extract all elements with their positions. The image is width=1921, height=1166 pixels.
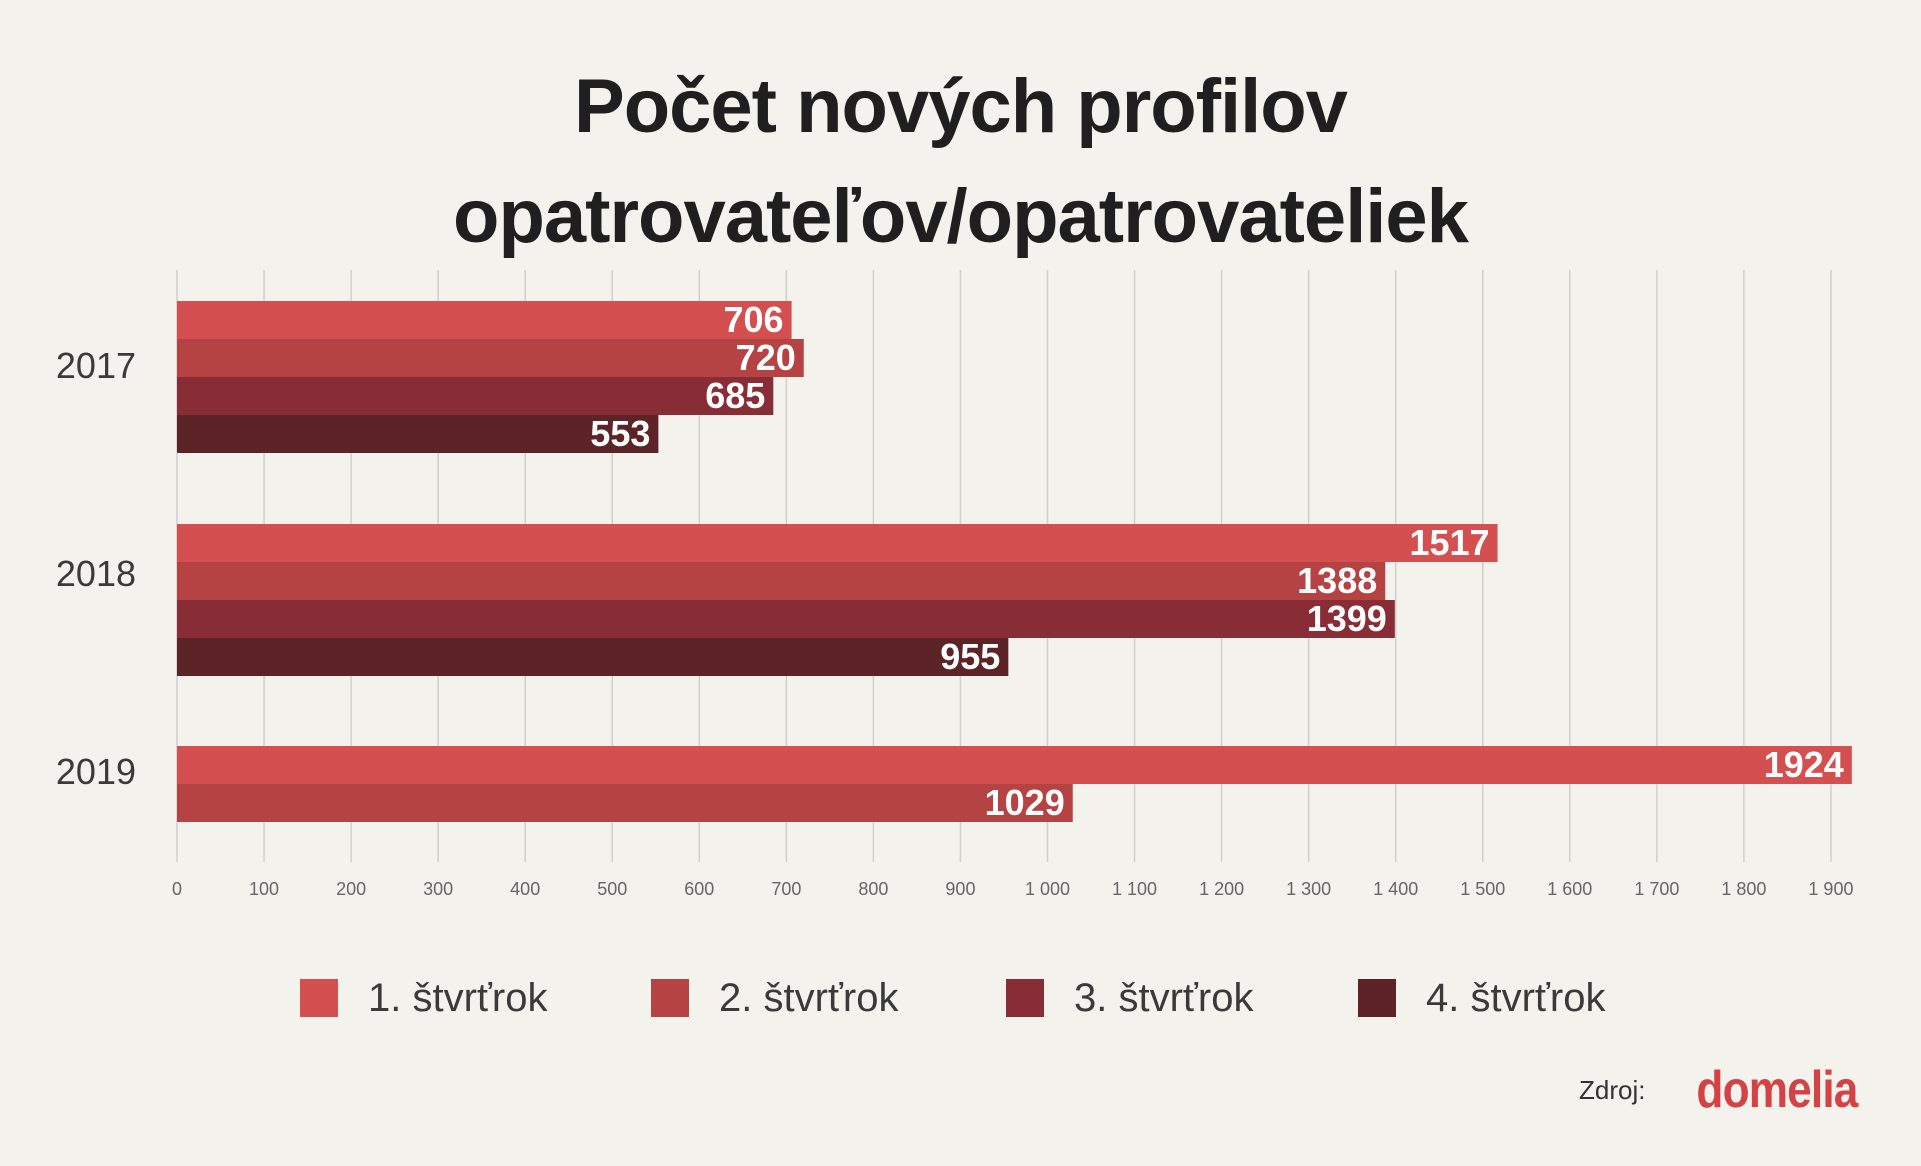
bar (177, 638, 1009, 676)
bar-chart: 0 100 200 300 400 500 600 700 800 900 1 000 1 100 1 … (56, 270, 1853, 899)
legend-swatch (300, 979, 338, 1017)
x-tick-label: 1 200 (1199, 879, 1244, 899)
x-tick-label: 1 000 (1025, 879, 1070, 899)
legend-label: 2. štvrťrok (719, 976, 899, 1020)
bar (177, 562, 1386, 600)
bar (177, 301, 792, 339)
x-tick-label: 800 (858, 879, 888, 899)
bar-value-label: 1399 (1307, 598, 1387, 639)
x-tick-label: 600 (684, 879, 714, 899)
chart-title-line-2: opatrovateľov/opatrovateliek (453, 174, 1469, 259)
y-category-label: 2017 (56, 345, 136, 386)
x-tick-label: 1 900 (1808, 879, 1853, 899)
x-tick-label: 1 100 (1112, 879, 1157, 899)
legend-swatch (1006, 979, 1044, 1017)
bar (177, 784, 1073, 822)
chart-title: Počet nových profilov opatrovateľov/opat… (0, 52, 1921, 272)
source-credit: Zdroj: domelia (1579, 1060, 1858, 1120)
x-tick-label: 1 600 (1547, 879, 1592, 899)
x-tick-label: 700 (771, 879, 801, 899)
y-category-label: 2019 (56, 751, 136, 792)
legend-swatch (651, 979, 689, 1017)
bar (177, 600, 1395, 638)
x-tick-label: 1 800 (1721, 879, 1766, 899)
x-tick-label: 1 500 (1460, 879, 1505, 899)
legend-label: 3. štvrťrok (1074, 976, 1254, 1020)
x-tick-label: 400 (510, 879, 540, 899)
bar-value-label: 955 (940, 636, 1000, 677)
x-tick-label: 1 300 (1286, 879, 1331, 899)
x-tick-label: 1 700 (1634, 879, 1679, 899)
chart-title-line-1: Počet nových profilov (574, 64, 1348, 149)
bar-value-label: 1924 (1764, 744, 1844, 785)
source-label: Zdroj: (1579, 1074, 1646, 1105)
bar-value-label: 685 (705, 375, 765, 416)
bar (177, 746, 1852, 784)
x-tick-label: 300 (423, 879, 453, 899)
chart-legend: 1. štvrťrok 2. štvrťrok 3. štvrťrok 4. štvr… (0, 970, 1921, 1020)
y-category-label: 2018 (56, 553, 136, 594)
bar-value-label: 553 (590, 413, 650, 454)
x-tick-label: 1 400 (1373, 879, 1418, 899)
bar (177, 377, 774, 415)
bar-value-label: 720 (736, 337, 796, 378)
domelia-logo: domelia (1695, 1061, 1858, 1119)
x-tick-label: 500 (597, 879, 627, 899)
bar-value-label: 706 (723, 299, 783, 340)
bar (177, 524, 1498, 562)
bar (177, 415, 659, 453)
legend-label: 4. štvrťrok (1426, 976, 1606, 1020)
bar (177, 339, 804, 377)
legend-label: 1. štvrťrok (368, 976, 548, 1020)
bar-value-label: 1029 (985, 782, 1065, 823)
x-tick-label: 0 (172, 879, 182, 899)
x-tick-label: 900 (945, 879, 975, 899)
bar-value-label: 1517 (1409, 522, 1489, 563)
legend-swatch (1358, 979, 1396, 1017)
bar-value-label: 1388 (1297, 560, 1377, 601)
x-tick-label: 100 (249, 879, 279, 899)
x-tick-label: 200 (336, 879, 366, 899)
